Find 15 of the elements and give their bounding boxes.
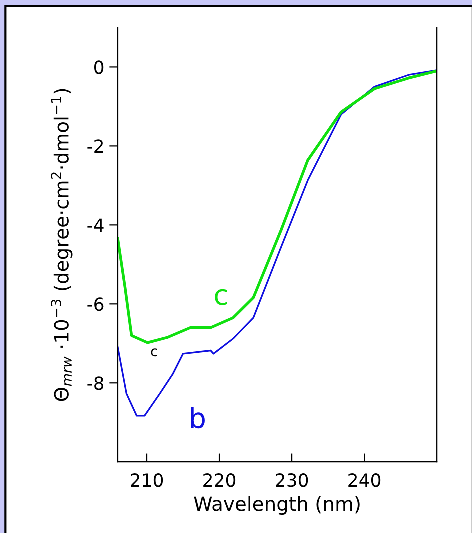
series-label: c [215, 289, 228, 306]
line-series [118, 70, 438, 344]
x-axis-title: Wavelength (nm) [194, 496, 360, 516]
annotation: c [151, 348, 158, 357]
x-tick-label: 240 [348, 474, 381, 488]
y-tick-label: -2 [88, 140, 103, 154]
y-tick-label: 0 [94, 60, 104, 74]
x-tick-label: 220 [204, 474, 236, 488]
text: Θ$_{mrw}$ ·10$^{−3}$ (degree·cm$^{2}$·dmol$^{−1}$) [51, 89, 73, 402]
y-tick-label: -6 [88, 298, 104, 312]
x-tick-label: 210 [131, 474, 164, 488]
series-label: b [191, 407, 205, 429]
y-tick-label: -8 [88, 376, 104, 390]
y-tick-label: -4 [88, 218, 104, 232]
x-tick-label: 230 [276, 474, 308, 488]
